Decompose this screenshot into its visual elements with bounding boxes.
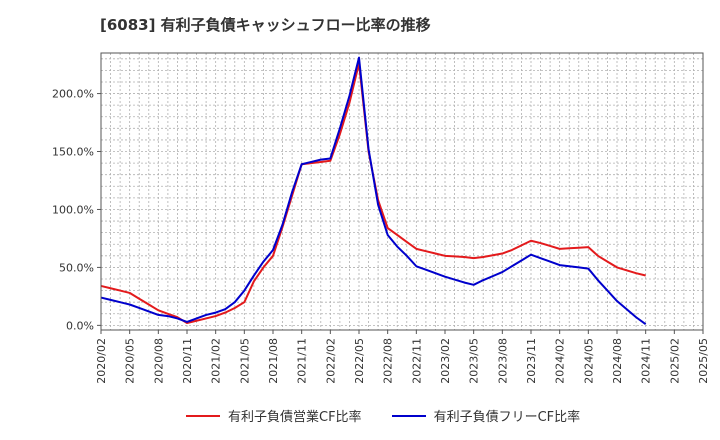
series-line-2 <box>100 56 647 326</box>
legend-swatch-free-cf <box>391 414 426 417</box>
x-tick-label: 2022/02 <box>324 338 337 384</box>
legend-swatch-operating-cf <box>186 414 220 417</box>
x-tick-label: 2022/11 <box>410 338 423 384</box>
series-layer <box>100 56 647 326</box>
legend-label-free-cf: 有利子負債フリーCF比率 <box>433 410 581 425</box>
x-tick-label: 2021/02 <box>210 338 223 384</box>
y-tick-label: 150.0% <box>52 146 94 159</box>
x-tick-label: 2022/08 <box>382 338 395 384</box>
x-tick-label: 2021/11 <box>296 338 309 384</box>
legend: 有利子負債営業CF比率 有利子負債フリーCF比率 <box>186 406 610 425</box>
y-tick-label: 200.0% <box>52 88 94 101</box>
x-tick-label: 2025/05 <box>697 338 710 384</box>
x-tick-label: 2020/11 <box>181 338 194 384</box>
x-tick-label: 2024/05 <box>582 338 595 384</box>
grid-lines <box>100 53 704 330</box>
x-tick-label: 2022/05 <box>353 338 366 384</box>
x-tick-label: 2025/02 <box>668 338 681 384</box>
y-tick-label: 100.0% <box>52 203 94 216</box>
x-tick-label: 2023/11 <box>525 338 538 384</box>
chart-title: [6083] 有利子負債キャッシュフロー比率の推移 <box>100 16 431 34</box>
x-tick-label: 2023/05 <box>468 338 481 384</box>
y-tick-label: 0.0% <box>66 319 94 332</box>
legend-item-operating-cf: 有利子負債営業CF比率 <box>186 406 362 425</box>
x-tick-label: 2024/11 <box>640 338 653 384</box>
plot-frame <box>100 52 704 331</box>
y-axis: 0.0% 50.0% 100.0% 150.0% 200.0% <box>52 88 101 332</box>
x-tick-label: 2021/08 <box>267 338 280 384</box>
legend-item-free-cf: 有利子負債フリーCF比率 <box>391 406 581 425</box>
y-tick-label: 50.0% <box>59 261 94 274</box>
x-tick-label: 2023/02 <box>439 338 452 384</box>
x-tick-label: 2024/02 <box>554 338 567 384</box>
x-tick-label: 2020/08 <box>152 338 165 384</box>
x-tick-label: 2020/05 <box>124 338 137 384</box>
x-tick-label: 2021/05 <box>238 338 251 384</box>
plot-background <box>101 53 703 330</box>
x-tick-label: 2024/08 <box>611 338 624 384</box>
legend-label-operating-cf: 有利子負債営業CF比率 <box>228 410 362 425</box>
x-tick-label: 2020/02 <box>95 338 108 384</box>
x-tick-label: 2023/08 <box>496 338 509 384</box>
x-axis: 2020/02 2020/05 2020/08 2020/11 2021/02 2021/… <box>95 330 710 384</box>
